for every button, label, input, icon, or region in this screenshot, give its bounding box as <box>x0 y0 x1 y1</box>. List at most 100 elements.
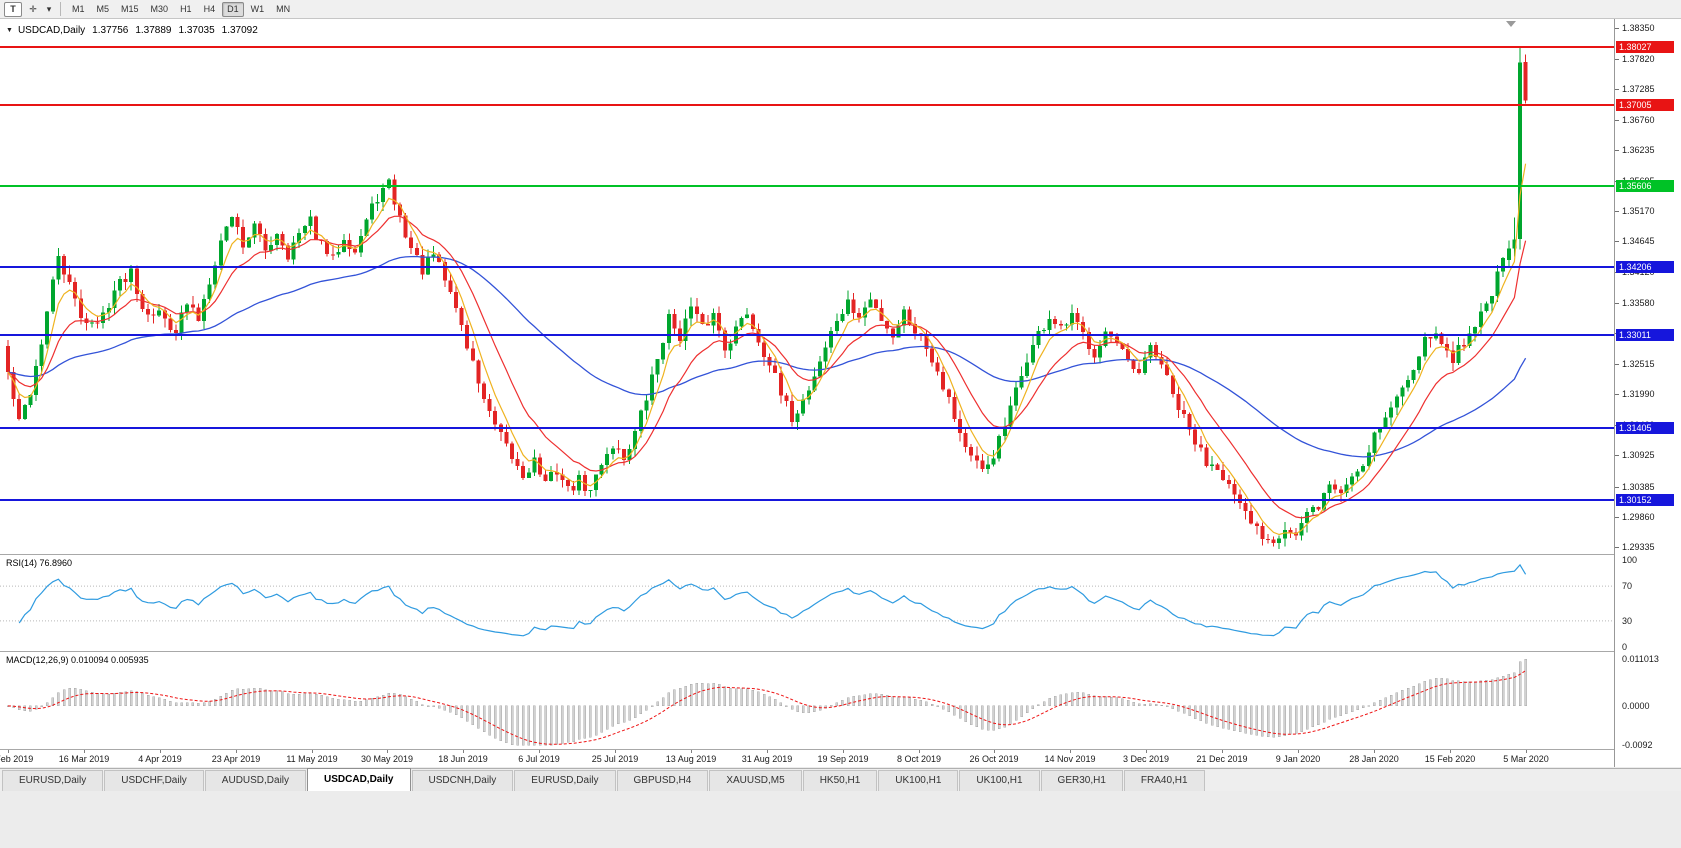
timeframe-button-w1[interactable]: W1 <box>245 1 270 17</box>
panel-separator <box>0 749 1681 750</box>
tools-dropdown-button[interactable]: ▾ <box>44 1 54 17</box>
date-axis-label: 11 May 2019 <box>286 754 338 764</box>
date-axis-label: 28 Jan 2020 <box>1349 754 1399 764</box>
date-axis-label: 5 Mar 2020 <box>1503 754 1549 764</box>
panel-separator[interactable] <box>0 554 1681 555</box>
date-axis-label: 19 Sep 2019 <box>817 754 869 764</box>
date-axis-tick-mark <box>84 750 85 753</box>
chart-tab-xauusd-m5[interactable]: XAUUSD,M5 <box>709 770 802 791</box>
chart-tab-usdcnh-daily[interactable]: USDCNH,Daily <box>411 770 514 791</box>
date-axis-tick-mark <box>1298 750 1299 753</box>
chart-symbol-label: USDCAD,Daily <box>17 25 86 36</box>
ohlc-low: 1.37035 <box>178 25 215 36</box>
timeframe-button-m1[interactable]: M1 <box>67 1 90 17</box>
timeframe-button-d1[interactable]: D1 <box>222 1 244 17</box>
date-axis: 26 Feb 2019 16 Mar 2019 4 Apr 2019 23 Apr 2… <box>0 750 1614 767</box>
chart-tab-usdchf-daily[interactable]: USDCHF,Daily <box>104 770 204 791</box>
price-axis-tick: 1.36235 <box>1622 145 1655 155</box>
timeframe-button-mn[interactable]: MN <box>271 1 296 17</box>
crosshair-tool-button[interactable]: ✛ <box>24 1 42 17</box>
date-axis-tick-mark <box>463 750 464 753</box>
timeframe-button-m30[interactable]: M30 <box>145 1 174 17</box>
date-axis-tick-mark <box>919 750 920 753</box>
date-axis-tick-mark <box>994 750 995 753</box>
date-axis-tick-mark <box>1146 750 1147 753</box>
chart-tab-eurusd-daily[interactable]: EURUSD,Daily <box>514 770 616 791</box>
date-axis-label: 26 Feb 2019 <box>0 754 34 764</box>
chart-tab-usdcad-daily[interactable]: USDCAD,Daily <box>307 768 411 791</box>
date-axis-tick-mark <box>1374 750 1375 753</box>
date-axis-tick-mark <box>8 750 9 753</box>
price-axis-tick: 1.30385 <box>1622 482 1655 492</box>
price-axis-tick: 1.34645 <box>1622 236 1655 246</box>
price-axis-tick-mark <box>1615 364 1619 365</box>
timeframe-button-m5[interactable]: M5 <box>91 1 115 17</box>
ohlc-close: 1.37092 <box>221 25 258 36</box>
date-axis-tick-mark <box>539 750 540 753</box>
price-axis: 1.38350 1.37820 1.37285 1.36760 1.36235 1.356… <box>1614 19 1681 767</box>
date-axis-label: 21 Dec 2019 <box>1196 754 1248 764</box>
rsi-panel-layer <box>0 563 1614 637</box>
macd-signal-layer <box>7 670 1526 745</box>
date-axis-tick-mark <box>843 750 844 753</box>
price-axis-tick-mark <box>1615 89 1619 90</box>
chart-tab-fra40-h1[interactable]: FRA40,H1 <box>1123 770 1205 791</box>
price-axis-tick: 1.37285 <box>1622 84 1655 94</box>
price-axis-tick-mark <box>1615 241 1619 242</box>
ohlc-high: 1.37889 <box>135 25 172 36</box>
date-axis-tick-mark <box>767 750 768 753</box>
date-axis-tick-mark <box>691 750 692 753</box>
macd-axis-tick: 0.0000 <box>1622 701 1650 711</box>
date-axis-tick-mark <box>1526 750 1527 753</box>
chart-tab-ger30-h1[interactable]: GER30,H1 <box>1040 770 1123 791</box>
date-axis-label: 18 Jun 2019 <box>438 754 488 764</box>
date-axis-label: 30 May 2019 <box>360 754 414 764</box>
crosshair-icon: ✛ <box>29 3 37 14</box>
price-axis-tick: 1.30925 <box>1622 450 1655 460</box>
price-axis-tick-mark <box>1615 150 1619 151</box>
timeframe-button-h4[interactable]: H4 <box>198 1 221 17</box>
macd-axis-tick: -0.0092 <box>1622 740 1653 750</box>
date-axis-label: 25 Jul 2019 <box>591 754 639 764</box>
moving-averages-layer <box>7 163 1527 536</box>
text-tool-button[interactable]: T <box>4 1 22 17</box>
chart-canvas[interactable] <box>0 19 1614 767</box>
price-axis-tick: 1.33580 <box>1622 298 1655 308</box>
price-axis-tick-mark <box>1615 211 1619 212</box>
rsi-axis-tick: 70 <box>1622 581 1633 591</box>
chart-tab-audusd-daily[interactable]: AUDUSD,Daily <box>204 770 307 791</box>
rsi-axis-tick: 30 <box>1622 616 1633 626</box>
chevron-down-icon: ▾ <box>46 3 52 14</box>
chart-tab-eurusd-daily[interactable]: EURUSD,Daily <box>2 770 104 791</box>
price-axis-tick-mark <box>1615 28 1619 29</box>
timeframe-toolbar: M1 M5 M15 M30 H1 H4 D1 W1 MN <box>66 1 296 17</box>
toolbar-separator <box>60 2 61 16</box>
timeframe-button-h1[interactable]: H1 <box>175 1 197 17</box>
chart-tab-gbpusd-h4[interactable]: GBPUSD,H4 <box>616 770 709 791</box>
chart-tab-uk100-h1[interactable]: UK100,H1 <box>878 770 959 791</box>
price-axis-tick-mark <box>1615 59 1619 60</box>
ohlc-open: 1.37756 <box>92 25 129 36</box>
price-axis-tick-mark <box>1615 120 1619 121</box>
rsi-axis-tick: 0 <box>1622 642 1628 652</box>
panel-separator[interactable] <box>0 651 1681 652</box>
price-axis-tick: 1.36760 <box>1622 115 1655 125</box>
date-axis-tick-mark <box>1070 750 1071 753</box>
chart-tab-uk100-h1[interactable]: UK100,H1 <box>959 770 1040 791</box>
workspace-background <box>0 791 1681 848</box>
chart-shift-marker[interactable] <box>1506 21 1516 27</box>
date-axis-label: 9 Jan 2020 <box>1275 754 1321 764</box>
horizontal-levels-layer <box>0 46 1614 501</box>
date-axis-label: 23 Apr 2019 <box>211 754 261 764</box>
macd-histogram-layer <box>6 658 1527 746</box>
price-axis-tick: 1.32515 <box>1622 359 1655 369</box>
date-axis-label: 15 Feb 2020 <box>1424 754 1476 764</box>
level-price-tag: 1.31405 <box>1616 422 1674 434</box>
date-axis-tick-mark <box>387 750 388 753</box>
price-axis-tick: 1.29335 <box>1622 542 1655 552</box>
date-axis-tick-mark <box>160 750 161 753</box>
chart-title-marker-icon: ▼ <box>6 27 13 34</box>
top-toolbar: T ✛ ▾ M1 M5 M15 M30 H1 H4 D1 W1 MN <box>0 0 1681 19</box>
chart-tab-hk50-h1[interactable]: HK50,H1 <box>802 770 878 791</box>
timeframe-button-m15[interactable]: M15 <box>116 1 144 17</box>
